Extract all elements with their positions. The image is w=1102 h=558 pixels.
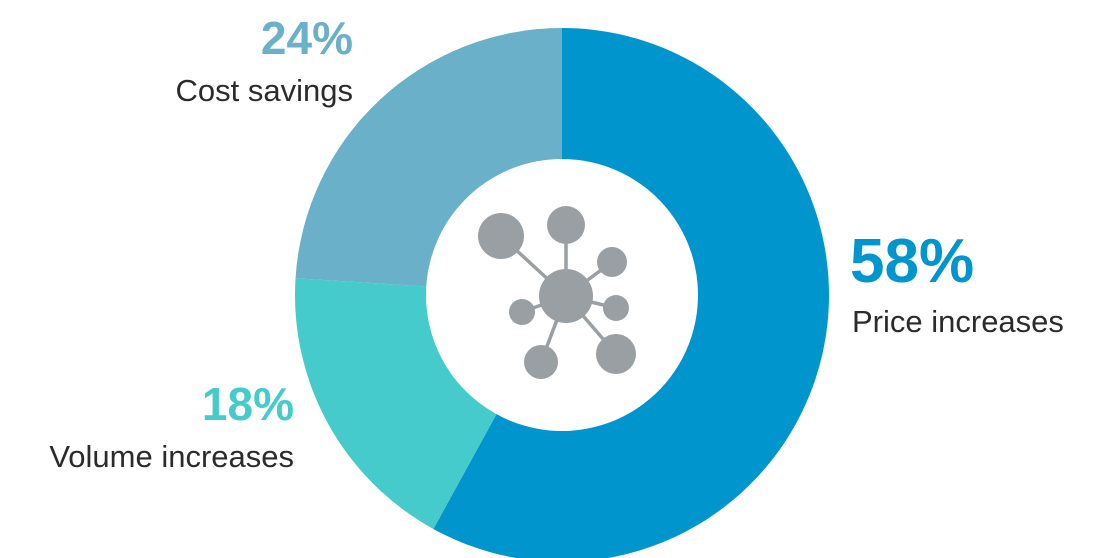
slice-label-price-increases: Price increases <box>852 304 1064 339</box>
slice-label-cost-savings: Cost savings <box>176 73 353 108</box>
donut-slice-price-increases <box>433 28 829 558</box>
donut-slice-cost-savings <box>295 28 562 287</box>
donut-slice-volume-increases <box>294 278 497 529</box>
donut-slices <box>294 28 829 558</box>
slice-label-volume-increases: Volume increases <box>49 439 294 474</box>
slice-percent-cost-savings: 24% <box>261 12 353 64</box>
slice-percent-price-increases: 58% <box>850 227 974 296</box>
slice-label-group-cost-savings: 24% Cost savings <box>176 12 353 108</box>
slice-percent-volume-increases: 18% <box>202 378 294 430</box>
slice-label-group-volume-increases: 18% Volume increases <box>49 378 294 474</box>
network-hub-icon <box>478 206 636 379</box>
slice-label-group-price-increases: 58% Price increases <box>850 227 1064 339</box>
